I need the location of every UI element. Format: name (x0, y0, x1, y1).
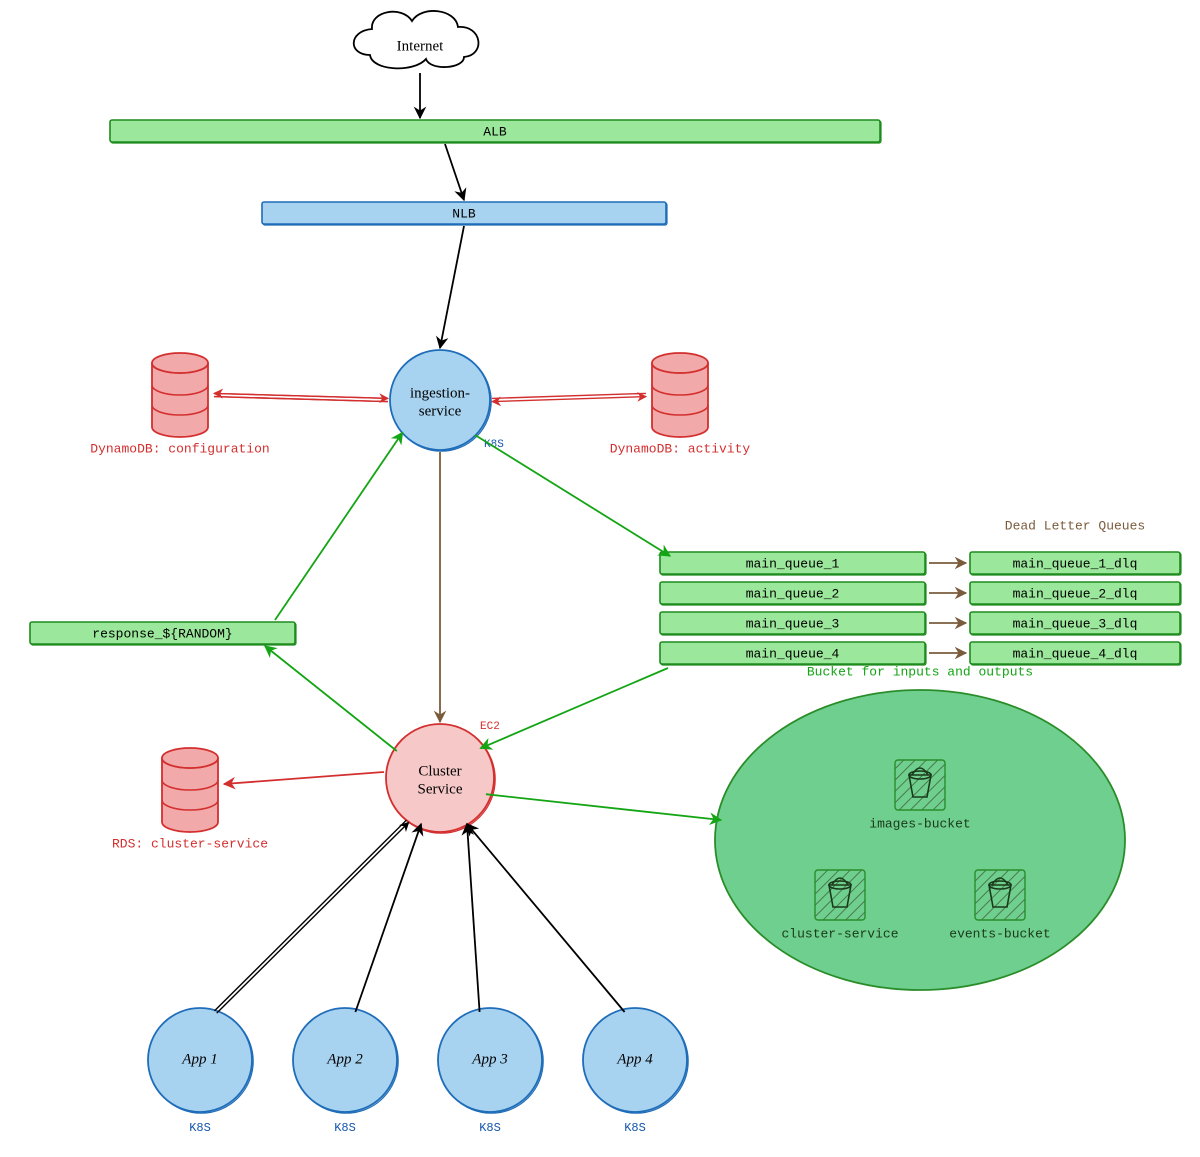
dynamodb-activity-label: DynamoDB: activity (610, 441, 751, 456)
alb-label: ALB (483, 124, 507, 139)
app-3-tag: K8S (479, 1121, 501, 1135)
ingestion-label-2: service (419, 403, 462, 419)
dynamodb-configuration-label: DynamoDB: configuration (90, 441, 269, 456)
main-queue-1-label: main_queue_1 (746, 556, 840, 571)
bucket-1-label: cluster-service (781, 926, 898, 941)
ingestion-tag: K8S (484, 439, 504, 451)
dynamodb-activity: DynamoDB: activity (610, 353, 751, 456)
response-queue-label: response_${RANDOM} (92, 626, 232, 641)
edge (445, 144, 464, 200)
edge (481, 668, 669, 748)
app-2-tag: K8S (334, 1121, 356, 1135)
bucket-region (715, 690, 1125, 990)
rds-cluster-service: RDS: cluster-service (112, 748, 268, 851)
app-1-tag: K8S (189, 1121, 211, 1135)
edge (467, 824, 480, 1012)
internet-node: Internet (354, 11, 479, 68)
app-4-tag: K8S (624, 1121, 646, 1135)
edge (355, 824, 421, 1012)
ingestion-label-1: ingestion- (410, 385, 470, 401)
app-4-label: App 4 (616, 1051, 653, 1067)
nlb-label: NLB (452, 206, 476, 221)
main-queue-2: main_queue_2 (660, 582, 926, 605)
edge (467, 824, 625, 1012)
edge (275, 433, 403, 621)
main-queue-3-label: main_queue_3 (746, 616, 840, 631)
dlq-header: Dead Letter Queues (1005, 518, 1145, 533)
cluster-label-1: Cluster (418, 763, 461, 779)
bucket-region-header: Bucket for inputs and outputs (807, 664, 1033, 679)
edge (224, 772, 384, 784)
dlq-queue-1: main_queue_1_dlq (970, 552, 1181, 575)
dlq-queue-4-label: main_queue_4_dlq (1013, 646, 1138, 661)
main-queue-4: main_queue_4 (660, 642, 926, 665)
main-queue-2-label: main_queue_2 (746, 586, 840, 601)
dlq-queue-3: main_queue_3_dlq (970, 612, 1181, 635)
edge (440, 226, 464, 348)
main-queue-1: main_queue_1 (660, 552, 926, 575)
app-3-label: App 3 (471, 1051, 507, 1067)
bucket-2-label: events-bucket (949, 926, 1050, 941)
app-1-label: App 1 (181, 1051, 217, 1067)
edge (265, 646, 397, 751)
app-2-label: App 2 (326, 1051, 363, 1067)
dlq-queue-2-label: main_queue_2_dlq (1013, 586, 1138, 601)
main-queue-4-label: main_queue_4 (746, 646, 840, 661)
main-queue-3: main_queue_3 (660, 612, 926, 635)
dlq-queue-4: main_queue_4_dlq (970, 642, 1181, 665)
dlq-queue-3-label: main_queue_3_dlq (1013, 616, 1138, 631)
response-queue: response_${RANDOM} (30, 622, 296, 645)
rds-cluster-service-label: RDS: cluster-service (112, 836, 268, 851)
bucket-0-label: images-bucket (869, 816, 970, 831)
dynamodb-configuration: DynamoDB: configuration (90, 353, 269, 456)
internet-label: Internet (397, 38, 444, 54)
cluster-label-2: Service (418, 781, 463, 797)
edge (486, 794, 721, 820)
cluster-tag: EC2 (480, 721, 500, 733)
dlq-queue-1-label: main_queue_1_dlq (1013, 556, 1138, 571)
dlq-queue-2: main_queue_2_dlq (970, 582, 1181, 605)
